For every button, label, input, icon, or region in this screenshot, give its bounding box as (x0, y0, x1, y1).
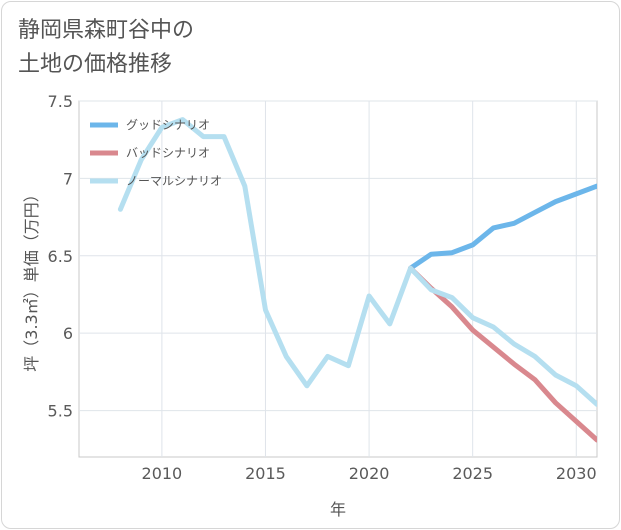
legend-label-2: バッドシナリオ (126, 146, 210, 160)
x-axis-label: 年 (330, 500, 346, 519)
x-tick-label: 2020 (349, 464, 390, 483)
y-tick-label: 6.5 (48, 247, 73, 266)
series-line-2 (408, 265, 597, 443)
legend-label-1: グッドシナリオ (126, 118, 210, 132)
chart-title-line-2: 土地の価格推移 (18, 52, 173, 77)
y-axis-label: 坪（3.3㎡）単価（万円） (22, 186, 41, 371)
x-tick-label: 2030 (556, 464, 597, 483)
chart-title: 静岡県森町谷中の 土地の価格推移 (18, 14, 194, 82)
y-tick-label: 6 (63, 324, 73, 343)
y-tick-label: 7.5 (48, 92, 73, 111)
x-tick-label: 2015 (245, 464, 286, 483)
series-line-3 (117, 117, 597, 407)
series-line-1 (408, 183, 597, 271)
y-tick-label: 7 (63, 169, 73, 188)
chart-title-line-1: 静岡県森町谷中の (18, 18, 195, 43)
y-tick-label: 5.5 (48, 402, 73, 421)
x-tick-label: 2025 (452, 464, 493, 483)
legend-label-3: ノーマルシナリオ (126, 174, 222, 188)
x-tick-label: 2010 (142, 464, 183, 483)
